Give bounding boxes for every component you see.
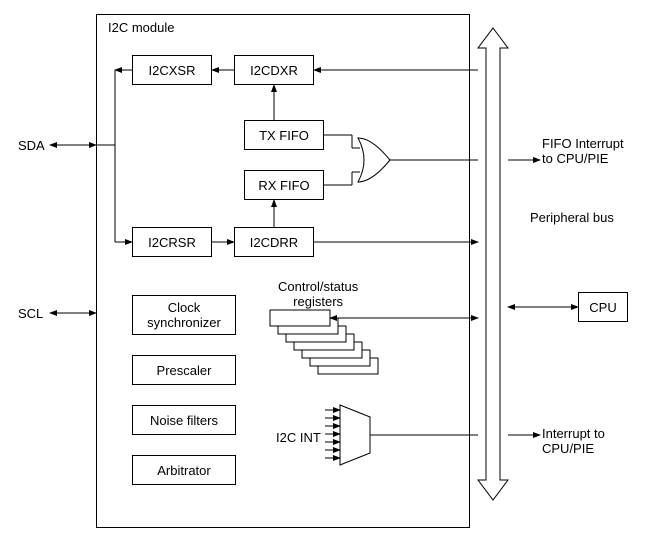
scl-label: SCL xyxy=(18,306,43,321)
noise-block: Noise filters xyxy=(132,405,236,435)
prescaler-block: Prescaler xyxy=(132,355,236,385)
prescaler-label: Prescaler xyxy=(157,363,212,378)
clocksync-block: Clock synchronizer xyxy=(132,295,236,335)
rxfifo-block: RX FIFO xyxy=(244,170,324,200)
i2cdrr-label: I2CDRR xyxy=(250,235,298,250)
i2crsr-label: I2CRSR xyxy=(148,235,196,250)
arbitrator-block: Arbitrator xyxy=(132,455,236,485)
rxfifo-label: RX FIFO xyxy=(258,178,309,193)
txfifo-block: TX FIFO xyxy=(244,120,324,150)
fifo-interrupt-label: FIFO Interrupt to CPU/PIE xyxy=(542,136,624,166)
i2crsr-block: I2CRSR xyxy=(132,227,212,257)
cpu-block: CPU xyxy=(578,292,628,322)
control-status-label: Control/status registers xyxy=(278,279,358,309)
cpu-label: CPU xyxy=(589,300,616,315)
i2cxsr-block: I2CXSR xyxy=(132,55,212,85)
clocksync-label: Clock synchronizer xyxy=(147,300,221,330)
peripheral-bus-label: Peripheral bus xyxy=(530,210,614,225)
i2cdrr-block: I2CDRR xyxy=(234,227,314,257)
interrupt-cpu-label: Interrupt to CPU/PIE xyxy=(542,426,605,456)
i2cdxr-label: I2CDXR xyxy=(250,63,298,78)
arbitrator-label: Arbitrator xyxy=(157,463,210,478)
i2c-module-frame xyxy=(96,14,470,528)
txfifo-label: TX FIFO xyxy=(259,128,309,143)
module-title: I2C module xyxy=(108,20,174,35)
noise-label: Noise filters xyxy=(150,413,218,428)
i2cxsr-label: I2CXSR xyxy=(149,63,196,78)
i2c-int-label: I2C INT xyxy=(276,430,321,445)
sda-label: SDA xyxy=(18,138,45,153)
i2cdxr-block: I2CDXR xyxy=(234,55,314,85)
